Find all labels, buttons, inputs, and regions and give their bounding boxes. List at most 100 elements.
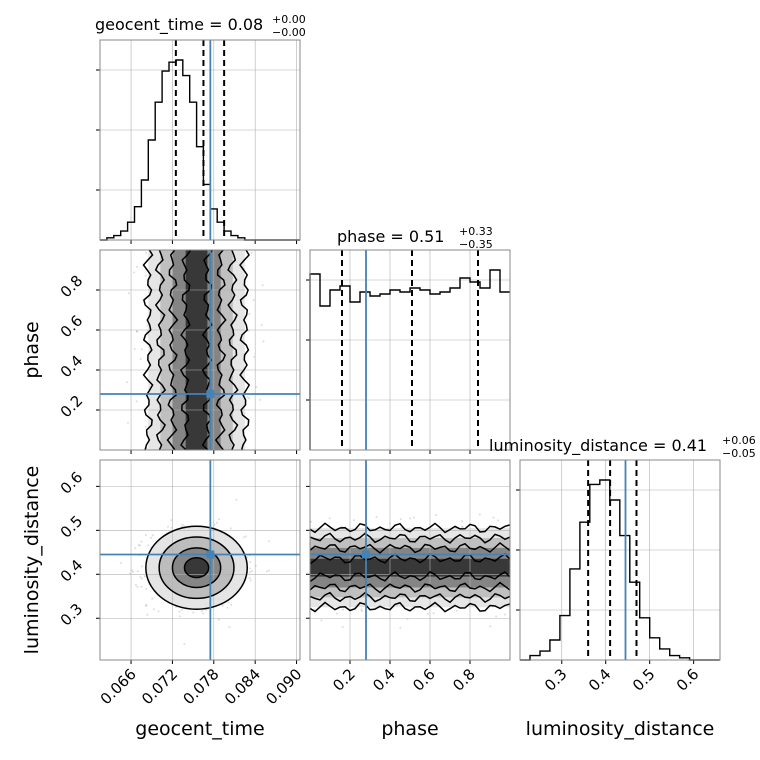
title-geocent-time-sup: +0.00: [272, 13, 306, 26]
scatter-point-geocent_time-vs-luminosity_distance: [248, 577, 251, 580]
scatter-point-geocent_time-vs-luminosity_distance: [226, 606, 229, 609]
axes-layer: [96, 39, 721, 664]
tick-label-x-phase: 0.2: [329, 665, 359, 695]
scatter-point-geocent_time-vs-luminosity_distance: [132, 570, 135, 573]
scatter-point-geocent_time-vs-luminosity_distance: [137, 544, 140, 547]
data-layer: [100, 40, 720, 661]
scatter-point-geocent_time-vs-luminosity_distance: [136, 585, 139, 588]
tick-label-y-luminosity_distance: 0.6: [57, 468, 87, 498]
scatter-point-geocent_time-vs-phase: [133, 271, 136, 274]
tick-label-x-luminosity_distance: 0.4: [585, 665, 615, 695]
title-phase-sub: −0.35: [459, 238, 493, 251]
scatter-point-geocent_time-vs-luminosity_distance: [150, 536, 153, 539]
scatter-point-geocent_time-vs-luminosity_distance: [152, 608, 155, 611]
scatter-point-geocent_time-vs-phase: [262, 340, 265, 343]
scatter-point-geocent_time-vs-phase: [255, 386, 258, 388]
panel-frame-geocent_time-vs-luminosity_distance: [99, 459, 301, 661]
scatter-point-geocent_time-vs-luminosity_distance: [139, 576, 142, 579]
scatter-point-geocent_time-vs-luminosity_distance: [178, 615, 181, 618]
scatter-point-phase-vs-luminosity_distance: [504, 613, 507, 616]
contour-phase-vs-luminosity_distance: [309, 542, 511, 554]
tick-label-y-phase: 0.6: [57, 312, 87, 342]
contour-phase-vs-luminosity_distance: [309, 522, 511, 534]
scatter-point-geocent_time-vs-luminosity_distance: [249, 567, 252, 570]
scatter-point-geocent_time-vs-luminosity_distance: [221, 604, 224, 607]
tick-label-x-geocent_time: 0.066: [97, 665, 140, 708]
scatter-point-phase-vs-luminosity_distance: [413, 516, 415, 519]
scatter-point-phase-vs-luminosity_distance: [340, 525, 343, 528]
density-region-geocent_time-vs-luminosity_distance: [184, 557, 209, 578]
scatter-point-geocent_time-vs-luminosity_distance: [140, 565, 143, 568]
scatter-point-phase-vs-luminosity_distance: [409, 517, 412, 520]
contour-geocent_time-vs-luminosity_distance: [171, 547, 222, 589]
scatter-point-geocent_time-vs-luminosity_distance: [144, 534, 147, 536]
contour-phase-vs-luminosity_distance: [309, 532, 511, 544]
scatter-point-geocent_time-vs-luminosity_distance: [138, 544, 141, 547]
scatter-point-geocent_time-vs-luminosity_distance: [151, 534, 154, 537]
histogram-phase: [309, 269, 510, 450]
scatter-point-geocent_time-vs-phase: [253, 355, 256, 358]
title-phase-sup: +0.33: [459, 225, 493, 238]
tick-label-x-luminosity_distance: 0.6: [673, 665, 703, 695]
contour-geocent_time-vs-luminosity_distance: [158, 536, 235, 600]
scatter-point-geocent_time-vs-phase: [144, 274, 147, 277]
panel-frame-hist-geocent_time: [99, 39, 301, 241]
scatter-point-geocent_time-vs-luminosity_distance: [268, 540, 271, 543]
contour-geocent_time-vs-phase: [179, 249, 192, 451]
tick-label-x-geocent_time: 0.072: [138, 665, 181, 708]
scatter-point-geocent_time-vs-phase: [140, 348, 143, 351]
scatter-point-phase-vs-luminosity_distance: [360, 610, 363, 612]
scatter-point-geocent_time-vs-luminosity_distance: [180, 608, 183, 611]
scatter-point-geocent_time-vs-luminosity_distance: [230, 603, 233, 606]
scatter-point-phase-vs-luminosity_distance: [435, 514, 438, 517]
scatter-point-phase-vs-luminosity_distance: [320, 619, 323, 622]
xlabel-phase: phase: [381, 718, 438, 740]
tick-label-x-phase: 0.4: [369, 665, 399, 695]
scatter-point-geocent_time-vs-luminosity_distance: [157, 610, 160, 613]
scatter-point-phase-vs-luminosity_distance: [310, 520, 313, 523]
scatter-point-geocent_time-vs-phase: [146, 329, 149, 332]
scatter-point-geocent_time-vs-luminosity_distance: [217, 618, 220, 621]
panel-frame-hist-phase: [309, 249, 511, 451]
scatter-point-geocent_time-vs-phase: [145, 251, 147, 254]
contour-geocent_time-vs-phase: [154, 249, 167, 451]
scatter-point-geocent_time-vs-luminosity_distance: [183, 643, 186, 645]
tick-label-x-phase: 0.8: [449, 665, 479, 695]
scatter-point-geocent_time-vs-luminosity_distance: [227, 601, 230, 604]
panel-frame-phase-vs-luminosity_distance: [309, 459, 511, 661]
scatter-point-phase-vs-luminosity_distance: [353, 519, 355, 522]
tick-label-y-phase: 0.8: [57, 272, 87, 302]
title-geocent-time: geocent_time = 0.08: [95, 15, 263, 35]
panel-frame-geocent_time-vs-phase: [99, 249, 301, 451]
title-luminosity-distance-sub: −0.05: [722, 447, 756, 460]
histogram-luminosity_distance: [520, 479, 720, 661]
contour-geocent_time-vs-phase: [166, 249, 179, 451]
scatter-point-geocent_time-vs-luminosity_distance: [249, 561, 252, 563]
scatter-point-geocent_time-vs-luminosity_distance: [251, 570, 253, 572]
scatter-point-phase-vs-luminosity_distance: [461, 526, 464, 529]
scatter-point-geocent_time-vs-luminosity_distance: [181, 523, 184, 526]
scatter-point-geocent_time-vs-luminosity_distance: [145, 604, 148, 606]
scatter-point-geocent_time-vs-luminosity_distance: [136, 570, 139, 573]
scatter-point-phase-vs-luminosity_distance: [342, 608, 345, 611]
tick-label-y-luminosity_distance: 0.5: [57, 512, 87, 542]
scatter-point-geocent_time-vs-luminosity_distance: [134, 583, 137, 586]
scatter-point-geocent_time-vs-luminosity_distance: [192, 611, 195, 614]
scatter-point-geocent_time-vs-phase: [127, 421, 129, 424]
scatter-point-geocent_time-vs-luminosity_distance: [216, 521, 219, 524]
tick-label-x-phase: 0.6: [409, 665, 439, 695]
scatter-point-geocent_time-vs-luminosity_distance: [145, 587, 148, 590]
truth-marker-geocent_time-vs-phase: [206, 390, 215, 398]
density-band-geocent_time-vs-phase: [185, 250, 208, 450]
scatter-point-geocent_time-vs-luminosity_distance: [249, 571, 252, 574]
scatter-point-geocent_time-vs-luminosity_distance: [147, 544, 150, 547]
scatter-point-geocent_time-vs-luminosity_distance: [249, 579, 252, 582]
contour-geocent_time-vs-phase: [214, 249, 227, 451]
scatter-point-geocent_time-vs-luminosity_distance: [170, 519, 173, 522]
scatter-point-phase-vs-luminosity_distance: [360, 608, 363, 611]
scatter-point-geocent_time-vs-phase: [136, 330, 138, 333]
scatter-point-geocent_time-vs-luminosity_distance: [228, 626, 231, 629]
title-luminosity-distance-sup: +0.06: [722, 434, 756, 447]
scatter-point-geocent_time-vs-luminosity_distance: [242, 536, 245, 539]
